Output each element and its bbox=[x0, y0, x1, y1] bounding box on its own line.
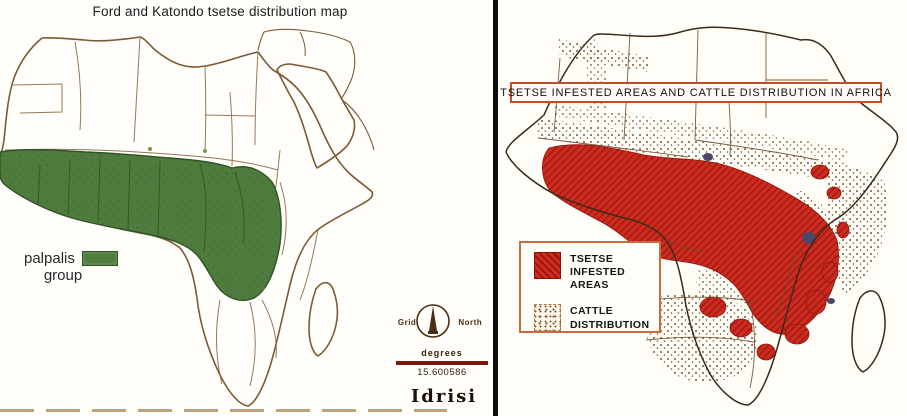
right-map-title: TSETSE INFESTED AREAS AND CATTLE DISTRIB… bbox=[500, 86, 892, 99]
north-arrow-icon bbox=[416, 304, 450, 338]
map-scale: degrees 15.600586 bbox=[392, 348, 492, 378]
tsetse-cattle-map-graphic bbox=[505, 26, 899, 406]
palpalis-legend: palpalis group bbox=[24, 250, 174, 284]
tsetse-label-line2: AREAS bbox=[570, 279, 609, 292]
scale-bar bbox=[396, 361, 488, 365]
tsetse-infested-swatch bbox=[534, 252, 561, 279]
right-map-title-banner: TSETSE INFESTED AREAS AND CATTLE DISTRIB… bbox=[500, 82, 891, 103]
palpalis-swatch bbox=[81, 251, 118, 266]
bottom-tick-bar bbox=[0, 409, 447, 412]
legend-item-tsetse: TSETSE INFESTED AREAS bbox=[534, 252, 659, 292]
grid-label: Grid bbox=[397, 317, 417, 327]
palpalis-distribution-region bbox=[0, 147, 282, 302]
cattle-label-line1: CATTLE bbox=[570, 305, 614, 318]
north-label: North bbox=[458, 317, 483, 327]
cattle-label-line2: DISTRIBUTION bbox=[570, 318, 650, 331]
cattle-distribution-label: CATTLE DISTRIBUTION bbox=[570, 304, 649, 331]
tsetse-infested-label: TSETSE INFESTED AREAS bbox=[570, 252, 659, 292]
palpalis-label-line2: group bbox=[43, 267, 83, 284]
tsetse-infested-region bbox=[542, 144, 850, 361]
idrisi-logo: Idrisi bbox=[410, 386, 478, 407]
compass-labels: Grid North bbox=[388, 302, 492, 342]
scale-value: 15.600586 bbox=[417, 367, 467, 378]
cattle-distribution-swatch bbox=[534, 304, 561, 332]
tsetse-label-line1: TSETSE INFESTED bbox=[570, 253, 626, 279]
palpalis-label-line1: palpalis bbox=[24, 250, 75, 267]
ford-katondo-map-graphic bbox=[0, 28, 450, 407]
right-map-legend: TSETSE INFESTED AREAS CATTLE DISTRIBUTIO… bbox=[519, 241, 661, 333]
country-borders bbox=[4, 36, 319, 387]
africa-coastline-right bbox=[505, 26, 899, 406]
left-map-panel: Ford and Katondo tsetse distribution map… bbox=[0, 4, 492, 412]
scale-units-label: degrees bbox=[421, 348, 463, 358]
borders-in-distribution bbox=[37, 157, 245, 253]
right-map-panel bbox=[498, 0, 907, 416]
panel-divider bbox=[493, 0, 498, 416]
legend-item-cattle: CATTLE DISTRIBUTION bbox=[534, 304, 659, 332]
lakes bbox=[703, 153, 835, 304]
left-map-title: Ford and Katondo tsetse distribution map bbox=[92, 4, 348, 19]
